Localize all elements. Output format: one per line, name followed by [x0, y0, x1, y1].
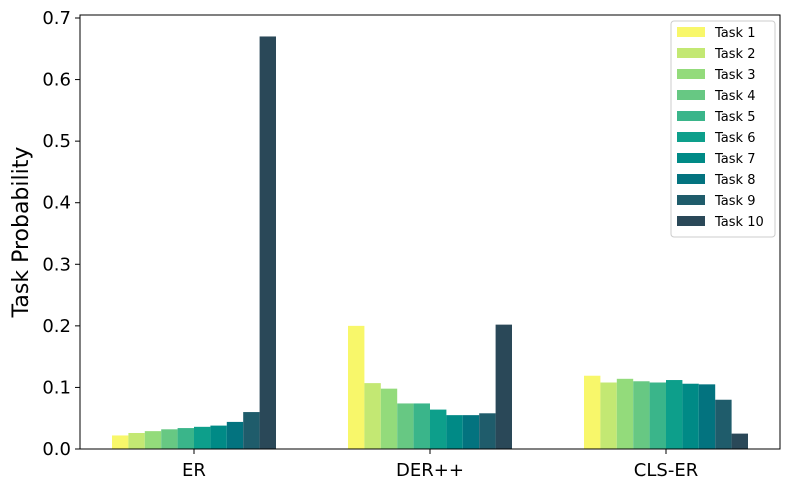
legend-swatch: [677, 90, 705, 100]
bar-task4-cls-er: [633, 381, 650, 449]
bar-task7-er: [210, 425, 227, 449]
bar-task5-cls-er: [649, 382, 666, 449]
legend-label: Task 9: [714, 194, 755, 209]
legend-label: Task 2: [714, 47, 755, 62]
legend-label: Task 4: [714, 89, 755, 104]
x-axis-ticks: ER DER++ CLS-ER: [182, 449, 698, 481]
legend-swatch: [677, 48, 705, 58]
legend-swatch: [677, 69, 705, 79]
y-tick-label: 0.4: [42, 193, 71, 214]
bar-task1-er: [112, 435, 129, 449]
y-tick-label: 0.5: [42, 131, 71, 152]
legend-swatch: [677, 153, 705, 163]
bar-task9-er: [243, 412, 260, 449]
bar-task6-er: [194, 426, 211, 449]
bar-task6-cls-er: [666, 380, 683, 449]
y-tick-label: 0.6: [42, 70, 71, 91]
legend-swatch: [677, 111, 705, 121]
x-tick-label: CLS-ER: [634, 460, 698, 481]
bar-task8-er: [226, 421, 244, 449]
bar-task9-cls-er: [715, 399, 732, 449]
bar-task4-er: [161, 429, 178, 449]
y-tick-label: 0.0: [42, 439, 71, 460]
bar-task5-er: [177, 428, 194, 449]
legend-swatch: [677, 216, 705, 226]
y-tick-label: 0.3: [42, 254, 71, 275]
y-tick-label: 0.7: [42, 8, 71, 29]
legend-swatch: [677, 27, 705, 37]
y-tick-label: 0.2: [42, 316, 71, 337]
bar-task5-der-: [413, 403, 430, 449]
legend-label: Task 1: [714, 26, 755, 41]
legend-swatch: [677, 174, 705, 184]
legend-label: Task 7: [714, 152, 755, 167]
legend: Task 1 Task 2 Task 3 Task 4 Task 5 Task 6 Task…: [670, 20, 776, 238]
bar-task1-cls-er: [584, 375, 601, 449]
legend-label: Task 5: [714, 110, 755, 125]
bar-task10-der-: [495, 324, 512, 449]
y-axis-label: Task Probability: [9, 147, 34, 319]
bar-task2-cls-er: [600, 382, 617, 449]
legend-swatch: [677, 132, 705, 142]
bar-task10-cls-er: [731, 433, 748, 449]
bar-task2-er: [128, 432, 145, 449]
bar-task2-der-: [364, 383, 381, 449]
bar-task7-der-: [446, 415, 463, 449]
x-tick-label: DER++: [396, 460, 464, 481]
bar-task8-cls-er: [698, 384, 716, 449]
bar-task1-der-: [348, 325, 365, 449]
legend-label: Task 10: [714, 215, 764, 230]
bar-task3-cls-er: [616, 378, 634, 449]
bar-task6-der-: [430, 409, 447, 449]
legend-label: Task 8: [714, 173, 755, 188]
bar-task7-cls-er: [682, 383, 699, 449]
bar-task3-der-: [380, 388, 398, 449]
bar-task10-er: [259, 36, 276, 449]
x-tick-label: ER: [182, 460, 206, 481]
bars-layer: [112, 36, 748, 449]
legend-swatch: [677, 195, 705, 205]
legend-label: Task 6: [714, 131, 755, 146]
y-axis-ticks: 0.0 0.1 0.2 0.3 0.4 0.5 0.6 0.7: [42, 8, 80, 460]
bar-task4-der-: [397, 403, 414, 449]
bar-task8-der-: [462, 415, 480, 449]
bar-task3-er: [144, 431, 162, 449]
legend-label: Task 3: [714, 68, 755, 83]
y-tick-label: 0.1: [42, 377, 71, 398]
bar-task9-der-: [479, 413, 496, 449]
